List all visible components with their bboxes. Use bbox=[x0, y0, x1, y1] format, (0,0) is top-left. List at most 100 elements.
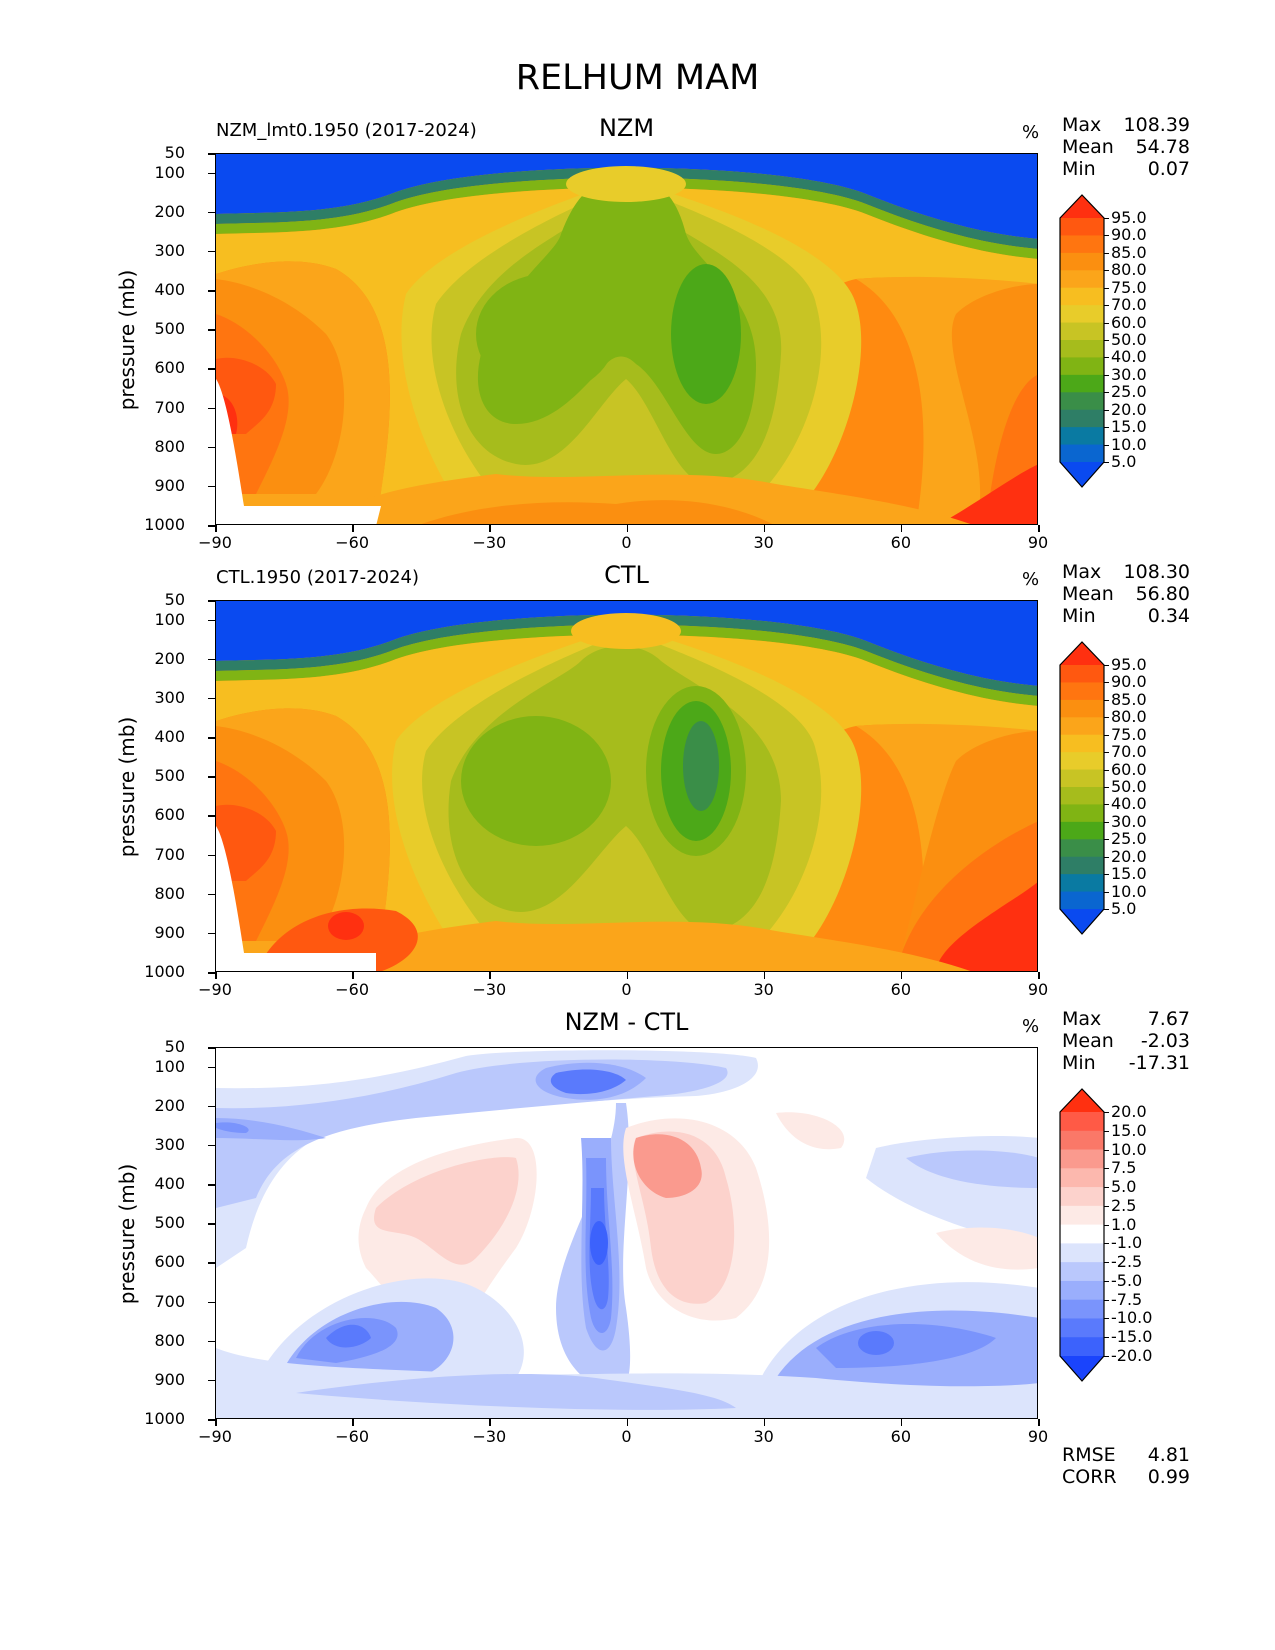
x-tick-label: −30 bbox=[472, 1427, 507, 1446]
colorbar-tick bbox=[1104, 717, 1109, 719]
stat-rmse: RMSE 4.81 bbox=[1062, 1444, 1190, 1466]
y-tick-mark bbox=[208, 407, 215, 410]
colorbar-tick bbox=[1104, 1112, 1109, 1113]
colorbar-level-label: -1.0 bbox=[1111, 1233, 1143, 1253]
stat-min: Min 0.07 bbox=[1062, 158, 1190, 180]
panel-ctl: CTL.1950 (2017-2024) CTL % pressure (mb)… bbox=[0, 557, 1275, 1017]
stat-max: Max 108.30 bbox=[1062, 561, 1190, 583]
colorbar-tick bbox=[1104, 874, 1109, 876]
colorbar-segment bbox=[1060, 699, 1104, 718]
colorbar-level-label: 7.5 bbox=[1111, 1158, 1137, 1178]
y-tick-mark bbox=[208, 1184, 215, 1186]
colorbar-tick bbox=[1104, 734, 1109, 736]
colorbar-level-label: 90.0 bbox=[1111, 225, 1147, 245]
panel-nzm: NZM_lmt0.1950 (2017-2024) NZM % pressure… bbox=[0, 110, 1275, 570]
colorbar-segment bbox=[1060, 856, 1104, 875]
colorbar-tick bbox=[1104, 682, 1109, 684]
y-tick-mark bbox=[208, 658, 215, 661]
y-tick-mark bbox=[208, 815, 215, 817]
colorbar-tick bbox=[1104, 891, 1109, 893]
panel-diff: NZM - CTL % pressure (mb) Max 7.67 Mean -2… bbox=[0, 1004, 1275, 1488]
colorbar-level-label: -10.0 bbox=[1111, 1308, 1153, 1328]
y-tick-label: 400 bbox=[154, 727, 185, 747]
y-tick-label: 100 bbox=[154, 162, 185, 182]
y-tick-label: 700 bbox=[154, 397, 185, 417]
colorbar-level-label: 80.0 bbox=[1111, 707, 1147, 727]
colorbar-segment bbox=[1060, 218, 1104, 236]
colorbar-segment bbox=[1060, 392, 1104, 411]
contour-field bbox=[216, 601, 1037, 971]
colorbar-tick bbox=[1104, 340, 1109, 341]
y-tick-label: 500 bbox=[154, 319, 185, 339]
y-tick-mark bbox=[208, 854, 215, 857]
y-tick-label: 100 bbox=[154, 1056, 185, 1076]
y-tick-mark bbox=[208, 972, 215, 974]
colorbar-segment bbox=[1060, 1187, 1104, 1207]
y-tick-label: 1000 bbox=[144, 962, 185, 981]
y-tick-label: 50 bbox=[164, 590, 185, 609]
x-tick-mark bbox=[626, 1419, 628, 1426]
colorbar-level-label: 5.0 bbox=[1111, 452, 1137, 471]
x-tick-mark bbox=[1038, 972, 1040, 979]
colorbar-tick bbox=[1104, 218, 1109, 219]
colorbar-segment bbox=[1060, 1262, 1104, 1282]
y-tick-mark bbox=[208, 737, 215, 739]
figure-title: RELHUM MAM bbox=[515, 58, 760, 98]
y-tick-label: 200 bbox=[154, 648, 185, 668]
colorbar-level-label: 85.0 bbox=[1111, 689, 1147, 709]
colorbar-level-label: 90.0 bbox=[1111, 672, 1147, 692]
colorbar-segment bbox=[1060, 1337, 1104, 1357]
colorbar-tick bbox=[1104, 1337, 1109, 1339]
y-tick-label: 400 bbox=[154, 1174, 185, 1194]
colorbar-segment bbox=[1060, 409, 1104, 428]
x-tick-label: 90 bbox=[1027, 1427, 1049, 1446]
colorbar-segment bbox=[1060, 1130, 1104, 1151]
colorbar-tick bbox=[1104, 322, 1109, 324]
units-label: % bbox=[1022, 569, 1040, 590]
colorbar-tick bbox=[1104, 462, 1109, 463]
colorbar-extend-bottom bbox=[1060, 1356, 1104, 1381]
x-tick-label: 90 bbox=[1027, 533, 1049, 552]
colorbar-tick bbox=[1104, 804, 1109, 806]
colorbar-tick bbox=[1104, 752, 1109, 754]
x-tick-mark bbox=[352, 525, 354, 532]
colorbar-tick bbox=[1104, 374, 1109, 376]
x-tick-mark bbox=[900, 1419, 903, 1426]
y-tick-label: 300 bbox=[154, 240, 185, 260]
colorbar-segment bbox=[1060, 734, 1104, 753]
y-tick-mark bbox=[208, 600, 215, 602]
colorbar-tick bbox=[1104, 665, 1109, 666]
y-tick-mark bbox=[208, 1419, 215, 1421]
colorbar-segment bbox=[1060, 665, 1104, 683]
colorbar-level-label: 30.0 bbox=[1111, 364, 1147, 384]
colorbar-segment bbox=[1060, 821, 1104, 840]
colorbar-level-label: 20.0 bbox=[1111, 399, 1147, 419]
colorbar-tick bbox=[1104, 1149, 1109, 1151]
x-tick-label: 60 bbox=[890, 980, 911, 999]
colorbar-tick bbox=[1104, 1205, 1109, 1207]
colorbar-level-label: 1.0 bbox=[1111, 1214, 1137, 1234]
colorbar-extend-top bbox=[1060, 642, 1104, 665]
y-tick-mark bbox=[208, 525, 215, 527]
colorbar-tick bbox=[1104, 1130, 1109, 1132]
colorbar-segment bbox=[1060, 270, 1104, 289]
y-tick-mark bbox=[208, 211, 215, 214]
colorbar-level-label: 15.0 bbox=[1111, 864, 1147, 884]
y-tick-mark bbox=[208, 172, 215, 175]
contour-plot-area bbox=[215, 600, 1038, 972]
x-tick-label: −60 bbox=[335, 533, 370, 552]
colorbar-tick bbox=[1104, 1262, 1109, 1264]
colorbar-segment bbox=[1060, 839, 1104, 858]
x-tick-mark bbox=[763, 972, 766, 979]
panel-left-title: NZM_lmt0.1950 (2017-2024) bbox=[216, 120, 477, 141]
colorbar-level-label: 40.0 bbox=[1111, 794, 1147, 814]
y-tick-mark bbox=[208, 893, 215, 896]
panel-title: CTL bbox=[604, 561, 649, 589]
colorbar-extend-bottom bbox=[1060, 462, 1104, 487]
stat-min: Min -17.31 bbox=[1062, 1052, 1190, 1074]
y-tick-label: 50 bbox=[164, 1037, 185, 1056]
colorbar-segment bbox=[1060, 1112, 1104, 1132]
x-tick-mark bbox=[489, 525, 491, 532]
colorbar-segment bbox=[1060, 340, 1104, 358]
colorbar-extend-top bbox=[1060, 1089, 1104, 1112]
